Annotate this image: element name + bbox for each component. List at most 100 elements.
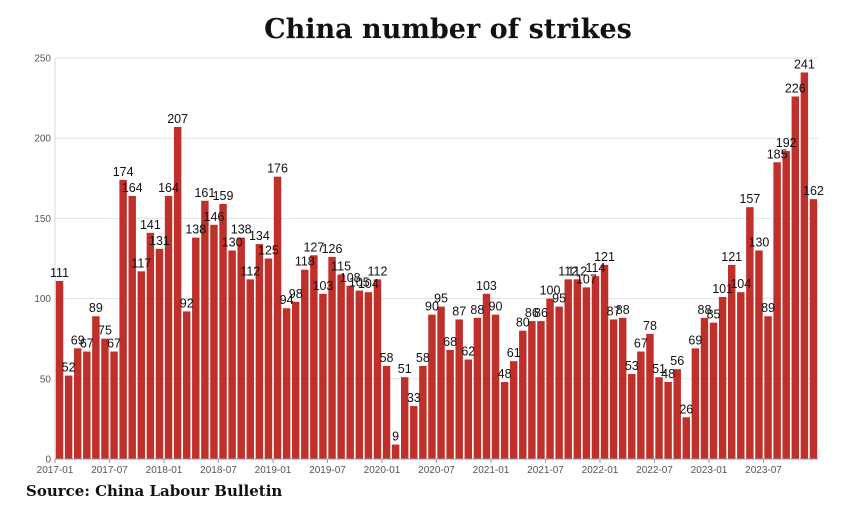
bar-2020-05 <box>419 365 427 459</box>
data-label: 56 <box>670 354 684 368</box>
data-label: 88 <box>698 303 712 317</box>
data-label: 26 <box>679 402 693 416</box>
bar-2023-10 <box>791 96 800 459</box>
bar-2019-02 <box>282 308 291 459</box>
data-labels: 1115269678975671741641171411311642079213… <box>50 57 824 443</box>
data-label: 164 <box>158 181 179 195</box>
data-label: 58 <box>416 351 430 365</box>
x-tick-label: 2017-01 <box>37 465 74 476</box>
x-axis: 2017-01 2017-07 2018-01 2018-07 2019-01 2019-… <box>37 458 818 476</box>
bar-2022-06 <box>646 333 654 459</box>
bar-2021-04 <box>519 330 527 459</box>
data-label: 86 <box>534 306 548 320</box>
bar-2017-05 <box>92 316 100 459</box>
bar-2017-10 <box>137 271 146 459</box>
data-label: 48 <box>661 367 675 381</box>
data-label: 207 <box>167 112 188 126</box>
bar-2019-01 <box>273 176 282 460</box>
x-tick-label: 2020-01 <box>364 465 401 476</box>
bar-2022-12 <box>700 317 709 459</box>
y-tick-label: 200 <box>34 134 51 145</box>
data-label: 138 <box>231 223 252 237</box>
data-label: 100 <box>540 284 561 298</box>
bar-2021-12 <box>591 276 600 459</box>
data-label: 69 <box>71 333 85 347</box>
data-label: 146 <box>204 210 225 224</box>
x-tick-label: 2022-01 <box>582 465 619 476</box>
bar-2022-10 <box>682 417 691 459</box>
data-label: 141 <box>140 218 161 232</box>
data-label: 69 <box>688 333 702 347</box>
data-label: 86 <box>525 306 539 320</box>
data-label: 103 <box>313 279 334 293</box>
data-label: 51 <box>652 362 666 376</box>
bar-2020-12 <box>482 293 491 459</box>
bar-2017-01 <box>55 280 64 459</box>
data-label: 78 <box>643 319 657 333</box>
bar-2020-09 <box>455 319 463 459</box>
data-label: 107 <box>576 272 597 286</box>
data-label: 53 <box>625 359 639 373</box>
data-label: 94 <box>280 293 294 307</box>
data-label: 162 <box>803 184 824 198</box>
bar-2017-11 <box>146 232 155 459</box>
data-label: 130 <box>749 235 770 249</box>
bar-2021-11 <box>582 287 591 459</box>
data-label: 58 <box>380 351 394 365</box>
data-label: 130 <box>222 235 243 249</box>
bar-2023-08 <box>773 162 781 459</box>
data-label: 67 <box>107 337 121 351</box>
bar-2022-07 <box>655 377 663 459</box>
bar-2018-10 <box>246 279 255 459</box>
bar-2019-07 <box>328 256 336 459</box>
data-label: 88 <box>470 303 484 317</box>
bar-2022-01 <box>600 264 609 459</box>
bar-2020-04 <box>410 406 418 459</box>
bar-2023-07 <box>764 316 772 459</box>
bar-2021-03 <box>509 361 518 459</box>
data-label: 80 <box>516 316 530 330</box>
data-label: 112 <box>558 264 578 278</box>
bar-2023-11 <box>800 72 809 459</box>
data-label: 104 <box>358 277 379 291</box>
bar-2019-11 <box>364 292 373 459</box>
data-label: 92 <box>180 296 194 310</box>
y-tick-label: 100 <box>34 294 51 305</box>
bar-2017-04 <box>83 351 91 459</box>
data-label: 174 <box>113 165 134 179</box>
data-label: 127 <box>303 240 324 254</box>
bar-2023-09 <box>782 151 790 460</box>
bar-2018-06 <box>210 224 218 459</box>
bar-2021-06 <box>537 321 545 459</box>
bar-2018-11 <box>255 244 264 459</box>
bar-2022-08 <box>664 382 672 459</box>
data-label: 85 <box>707 308 721 322</box>
data-label: 89 <box>761 301 775 315</box>
y-tick-label: 250 <box>34 54 51 65</box>
bar-2023-05 <box>746 207 754 459</box>
data-label: 51 <box>398 362 412 376</box>
y-tick-label: 50 <box>40 374 52 385</box>
x-tick-label: 2020-07 <box>418 465 455 476</box>
bar-2020-11 <box>473 317 482 459</box>
data-label: 101 <box>712 282 733 296</box>
data-label: 159 <box>213 189 234 203</box>
data-label: 68 <box>443 335 457 349</box>
x-tick-label: 2023-07 <box>745 465 782 476</box>
bar-2022-04 <box>628 373 636 459</box>
data-label: 62 <box>461 345 475 359</box>
bar-2018-03 <box>182 311 191 459</box>
bar-2023-03 <box>727 264 736 459</box>
data-label: 67 <box>80 337 94 351</box>
bar-2021-10 <box>573 279 582 459</box>
data-label: 108 <box>340 271 361 285</box>
data-label: 115 <box>331 260 351 274</box>
bar-2020-03 <box>400 377 409 459</box>
x-tick-label: 2022-07 <box>636 465 673 476</box>
data-label: 126 <box>322 242 343 256</box>
bar-2020-01 <box>382 365 391 459</box>
bar-2019-08 <box>337 274 345 459</box>
bar-2021-08 <box>555 306 563 459</box>
data-label: 192 <box>776 136 797 150</box>
data-label: 88 <box>616 303 630 317</box>
